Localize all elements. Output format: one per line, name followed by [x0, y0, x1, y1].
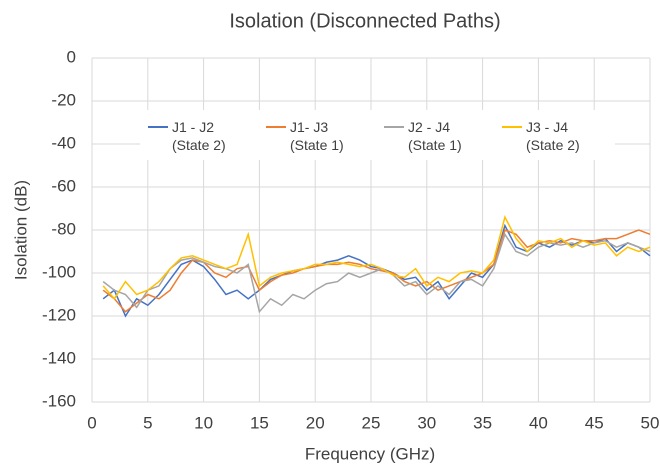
x-tick-label: 45: [585, 413, 604, 432]
x-tick-label: 10: [194, 413, 213, 432]
legend-swatch: [384, 126, 404, 128]
y-tick-label: -80: [51, 219, 76, 238]
y-tick-label: -60: [51, 176, 76, 195]
legend-swatch: [502, 126, 522, 128]
chart-title: Isolation (Disconnected Paths): [229, 10, 500, 32]
legend-entry: J2 - J4 (State 1): [384, 118, 462, 154]
y-tick-label: -160: [42, 391, 76, 410]
legend-label: J1 - J2 (State 2): [172, 119, 226, 153]
y-tick-label: -120: [42, 305, 76, 324]
y-tick-label: -100: [42, 262, 76, 281]
y-tick-label: 0: [67, 47, 76, 66]
x-tick-label: 40: [529, 413, 548, 432]
x-tick-label: 35: [473, 413, 492, 432]
legend-label: J3 - J4 (State 2): [526, 119, 580, 153]
legend-entry: J3 - J4 (State 2): [502, 118, 580, 154]
x-axis-label: Frequency (GHz): [305, 444, 435, 463]
legend-label: J2 - J4 (State 1): [408, 119, 462, 153]
legend-box: [140, 110, 615, 160]
series-line: [102, 229, 651, 313]
legend-entry: J1- J3 (State 1): [266, 118, 344, 154]
y-tick-label: -40: [51, 133, 76, 152]
legend-label: J1- J3 (State 1): [290, 119, 344, 153]
x-tick-label: 50: [641, 413, 660, 432]
x-tick-label: 5: [143, 413, 152, 432]
legend-swatch: [148, 126, 168, 128]
legend-entry: J1 - J2 (State 2): [148, 118, 226, 154]
x-tick-label: 30: [417, 413, 436, 432]
x-tick-label: 15: [250, 413, 269, 432]
y-tick-label: -140: [42, 348, 76, 367]
x-tick-label: 0: [87, 413, 96, 432]
x-tick-label: 25: [362, 413, 381, 432]
y-tick-label: -20: [51, 90, 76, 109]
series-line: [102, 215, 651, 301]
x-tick-label: 20: [306, 413, 325, 432]
series-line: [102, 232, 651, 314]
legend-swatch: [266, 126, 286, 128]
y-axis-label: Isolation (dB): [11, 180, 30, 280]
